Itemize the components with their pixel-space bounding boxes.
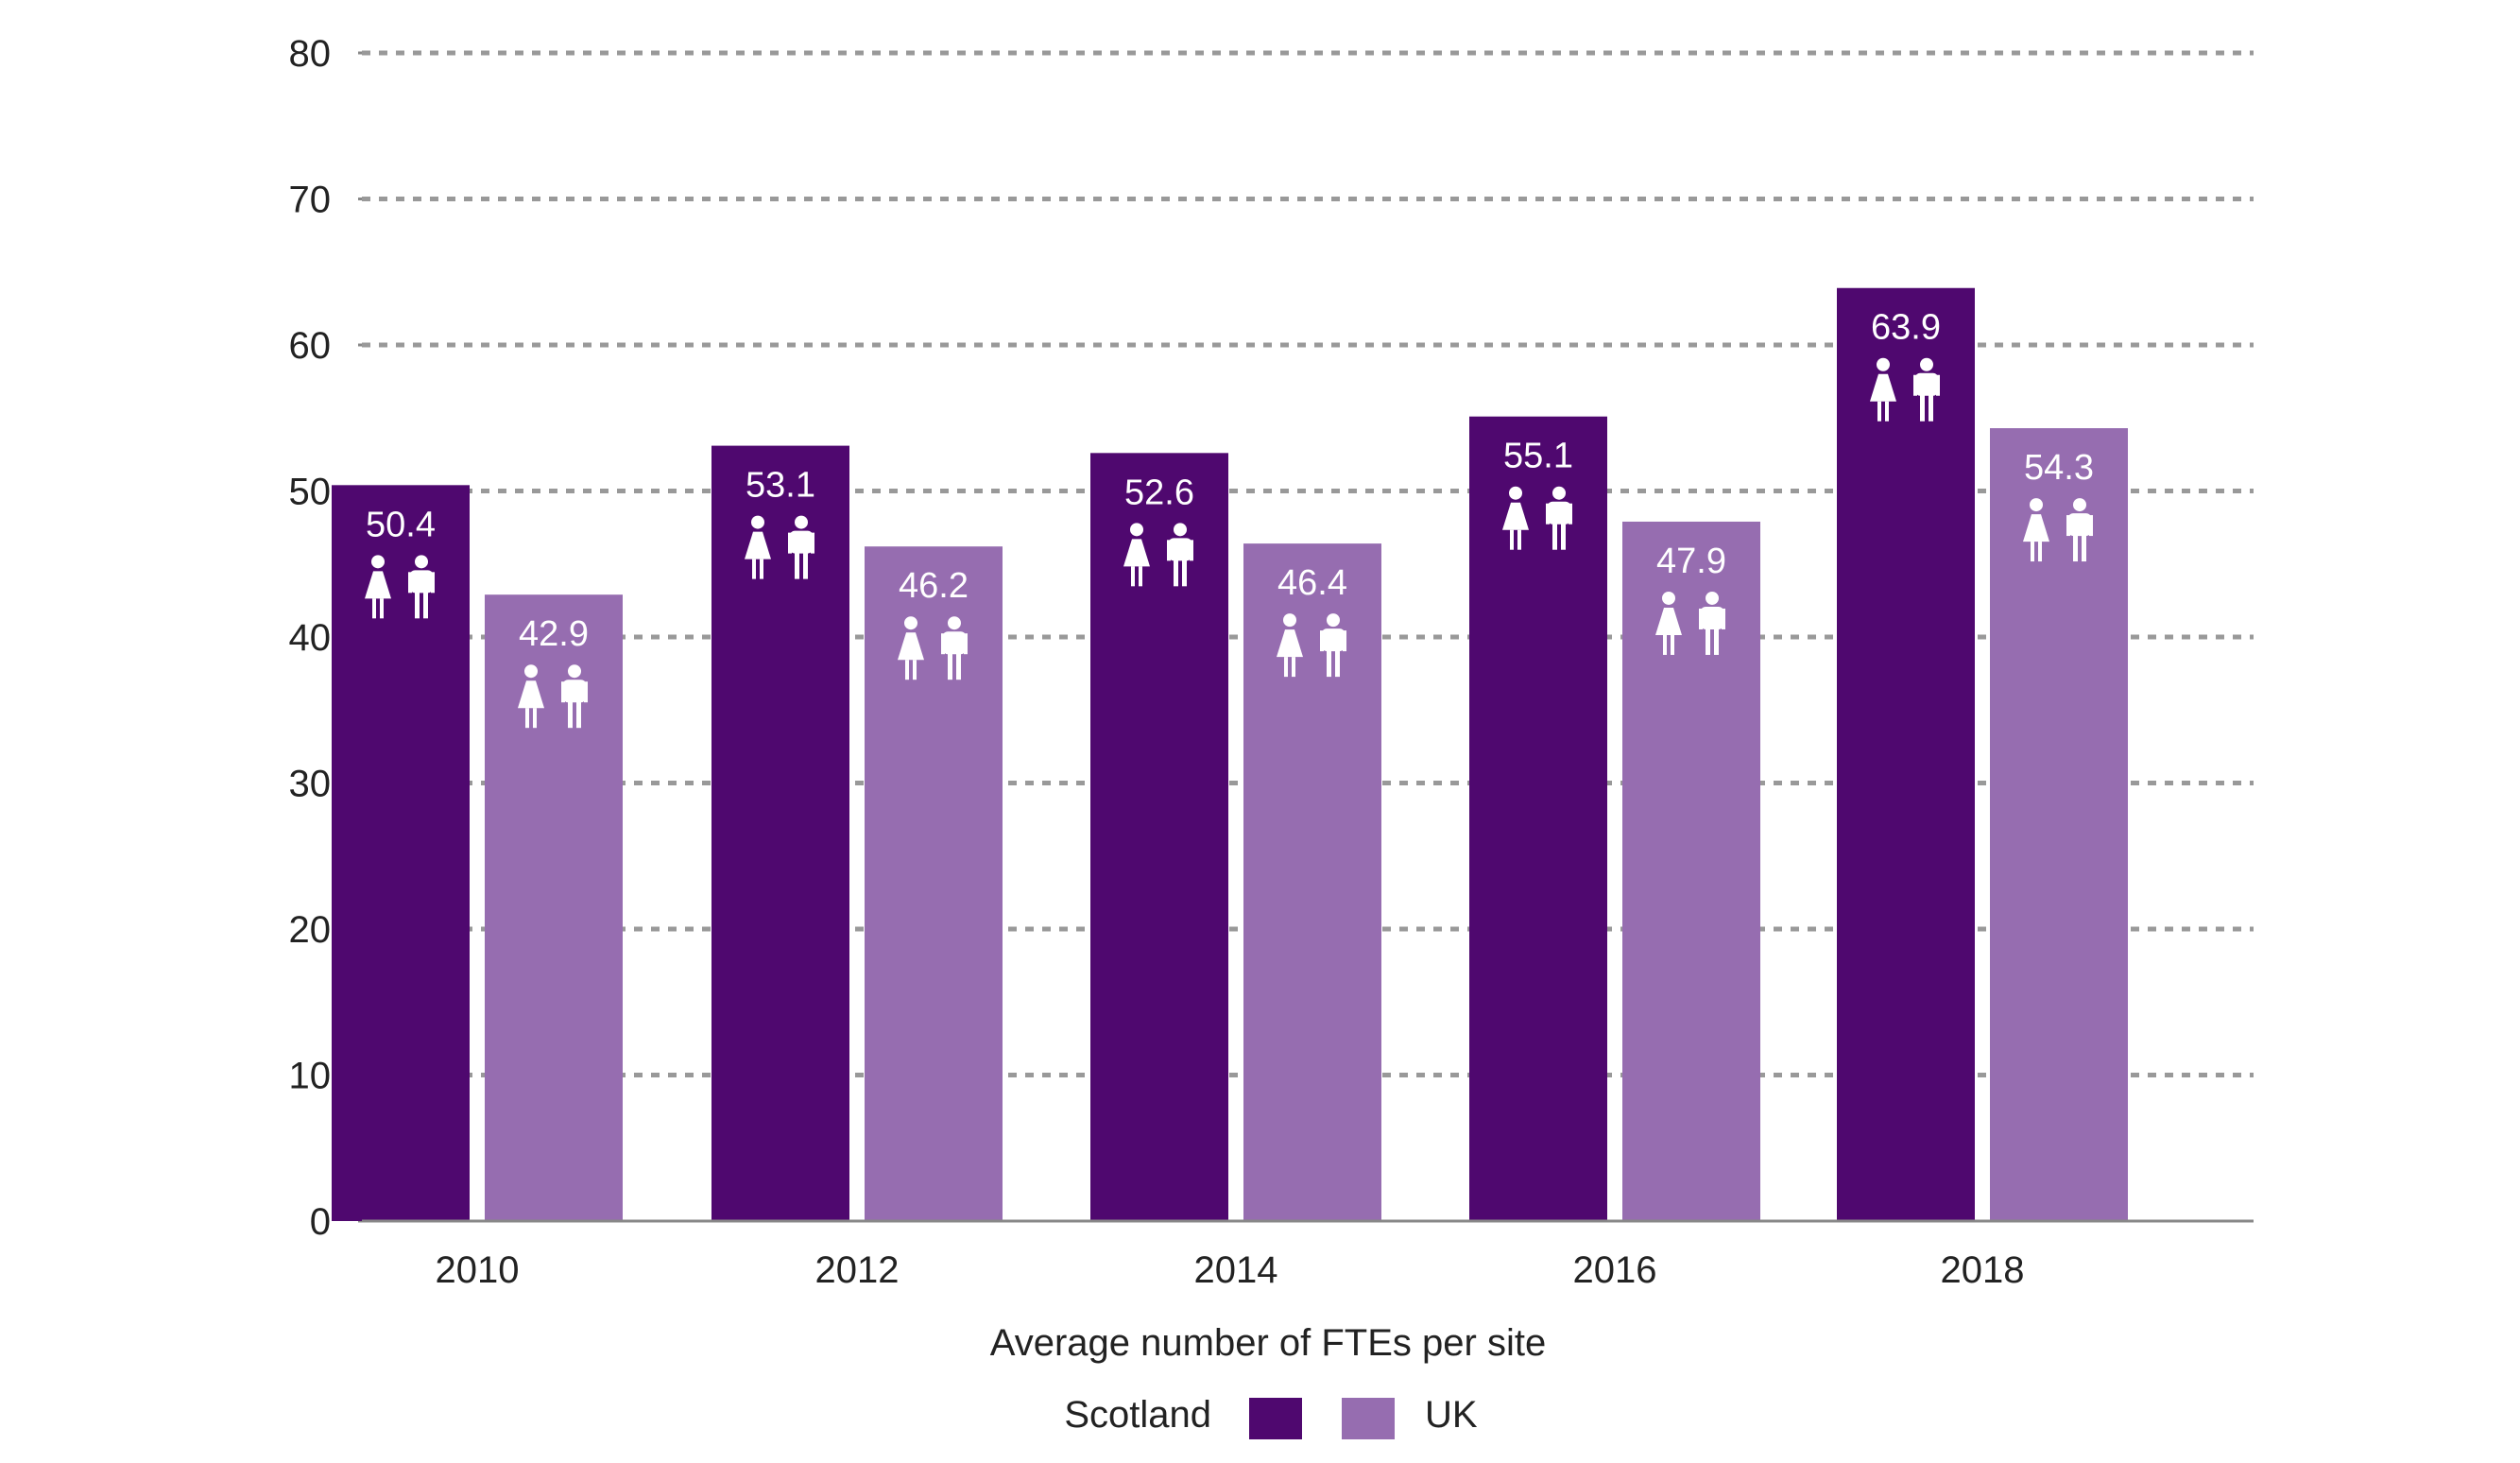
legend-label-uk: UK [1425,1394,1478,1436]
x-tick-label: 2012 [815,1249,900,1291]
y-tick-label: 70 [289,180,332,221]
data-label: 46.4 [1277,563,1347,603]
bar-uk-2010 [485,594,623,1221]
bar-uk-2018 [1990,428,2128,1221]
female-male-person-icon [745,515,814,579]
data-label: 42.9 [519,614,589,654]
data-label: 63.9 [1871,308,1941,348]
bar-uk-2012 [865,546,1003,1221]
female-male-person-icon [1277,613,1346,678]
x-tick-label: 2016 [1573,1249,1657,1291]
bars: 50.4 53.1 52.6 55.1 63.9 42.9 46.2 46.4 47.9 54.3 [332,287,2128,1222]
x-tick-label: 2018 [1941,1249,2025,1291]
bar-scotland-2016 [1469,416,1607,1222]
legend-label-scotland: Scotland [1064,1394,1211,1436]
female-male-person-icon [518,664,588,729]
y-tick-label: 20 [289,909,332,951]
data-label: 50.4 [366,505,436,544]
female-male-person-icon [1870,357,1940,422]
x-axis-ticks: 2010 2012 2014 2016 2018 [436,1249,2025,1291]
legend-swatch-uk [1342,1398,1395,1439]
data-label: 53.1 [746,466,815,506]
data-label: 55.1 [1503,437,1573,476]
y-tick-label: 0 [310,1201,331,1243]
y-tick-label: 30 [289,764,332,805]
female-male-person-icon [1123,523,1193,587]
x-tick-label: 2014 [1194,1249,1278,1291]
y-tick-label: 50 [289,472,332,513]
y-tick-label: 40 [289,617,332,659]
legend-swatch-scotland [1249,1398,1302,1439]
data-label: 46.2 [899,566,969,606]
bar-scotland-2012 [711,445,849,1222]
data-label: 47.9 [1656,542,1726,581]
bar-uk-2016 [1622,521,1760,1221]
bar-scotland-2014 [1090,453,1228,1222]
y-tick-label: 80 [289,33,332,75]
y-tick-label: 10 [289,1056,332,1097]
bar-uk-2014 [1243,543,1381,1221]
bar-scotland-2010 [332,485,470,1221]
female-male-person-icon [898,616,968,680]
bar-scotland-2018 [1837,287,1975,1221]
female-male-person-icon [365,555,435,619]
data-label: 52.6 [1124,473,1194,512]
female-male-person-icon [2023,498,2093,562]
female-male-person-icon [1655,591,1725,655]
legend: Scotland UK [1064,1394,1478,1439]
data-label: 54.3 [2024,448,2094,488]
x-tick-label: 2010 [436,1249,520,1291]
female-male-person-icon [1502,486,1572,550]
x-axis-title: Average number of FTEs per site [990,1322,1546,1364]
y-tick-label: 60 [289,325,332,367]
y-axis-ticks: 0 10 20 30 40 50 60 70 80 [289,33,362,1243]
